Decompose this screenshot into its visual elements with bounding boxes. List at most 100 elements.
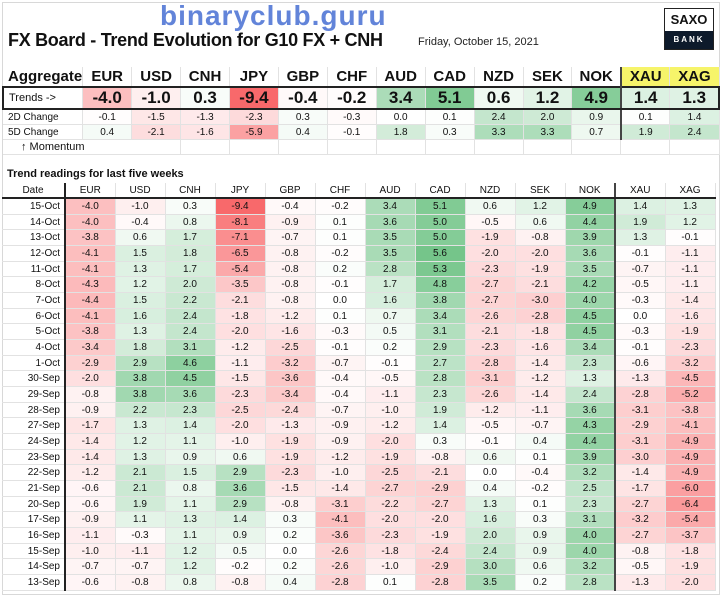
value-cell-sek: -1.9 [515, 261, 566, 278]
value-cell-cad: -2.9 [415, 558, 466, 576]
value-cell-nzd: 0.6 [465, 449, 516, 466]
value-cell-aud: -2.5 [365, 464, 416, 482]
value-cell-jpy: -5.4 [215, 261, 266, 278]
currency-header-cnh: CNH [180, 67, 231, 88]
value-cell-sek: 0.6 [515, 558, 566, 576]
value-cell-chf: -3.6 [315, 527, 366, 544]
row-date: 27-Sep [2, 417, 66, 435]
value-cell-jpy: 1.4 [215, 511, 266, 529]
value-cell-cnh: 2.3 [165, 402, 216, 419]
currency-header-cad: CAD [425, 67, 475, 88]
value-cell-aud: 1.7 [365, 276, 416, 294]
value-cell-aud: 3.5 [365, 245, 416, 262]
value-cell-nzd: 0.6 [474, 86, 524, 110]
history-header-nzd: NZD [465, 183, 516, 199]
value-cell-chf: -2.8 [315, 574, 366, 591]
value-cell-aud: 3.4 [376, 86, 426, 110]
value-cell-cad: -1.9 [415, 527, 466, 544]
history-header-aud: AUD [365, 183, 416, 199]
value-cell-cnh: 1.5 [165, 464, 216, 482]
value-cell-cad: -2.9 [415, 480, 466, 497]
history-header-usd: USD [115, 183, 166, 199]
value-cell-usd: 2.9 [115, 355, 166, 372]
value-cell-nok: 4.2 [565, 276, 616, 294]
row-date: 4-Oct [2, 339, 66, 356]
value-cell-nok: 4.0 [565, 543, 616, 560]
value-cell-eur: -4.0 [65, 214, 116, 231]
history-header-cnh: CNH [165, 183, 216, 199]
value-cell-aud: 0.2 [365, 339, 416, 356]
value-cell-aud: -2.0 [365, 433, 416, 450]
value-cell-usd: 3.8 [115, 386, 166, 403]
history-header-row: Date EUR USD CNH JPY GBP CHF AUD CAD NZD SEK NOK XAU… [2, 183, 716, 199]
value-cell-aud: -1.8 [365, 543, 416, 560]
value-cell-cad: 5.6 [415, 245, 466, 262]
value-cell-jpy: -2.3 [215, 386, 266, 403]
value-cell-nok: 3.2 [565, 464, 616, 482]
history-table: Date EUR USD CNH JPY GBP CHF AUD CAD NZD SEK NOK XAU… [2, 183, 716, 591]
value-cell-usd: 1.3 [115, 449, 166, 466]
value-cell-xag: -5.4 [665, 511, 716, 529]
value-cell-jpy: -1.1 [215, 355, 266, 372]
value-cell-gbp: -1.9 [265, 433, 316, 450]
value-cell-nzd: 2.0 [465, 527, 516, 544]
currency-header-xau: XAU [620, 67, 671, 88]
value-cell-sek: -0.7 [515, 417, 566, 435]
value-cell-aud: 0.5 [365, 323, 416, 341]
currency-header-nzd: NZD [474, 67, 524, 88]
value-cell-sek: -1.4 [515, 355, 566, 372]
value-cell-usd: -1.5 [131, 109, 182, 125]
value-cell-chf: -0.2 [327, 86, 377, 110]
value-cell-sek: -1.6 [515, 339, 566, 356]
value-cell-chf: 0.2 [315, 261, 366, 278]
value-cell-xag: 1.2 [665, 214, 716, 231]
row-date: 16-Sep [2, 527, 66, 544]
value-cell-cnh: 1.3 [165, 511, 216, 529]
value-cell-nzd: -2.0 [465, 245, 516, 262]
value-cell-xau: -0.3 [615, 292, 666, 309]
value-cell-eur: -3.4 [65, 339, 116, 356]
value-cell-nok: 4.5 [565, 323, 616, 341]
table-row: 22-Sep -1.2 2.1 1.5 2.9 -2.3 -1.0 -2.5 -2.1 0.0 -0… [2, 464, 716, 482]
value-cell-aud: 0.1 [365, 574, 416, 591]
value-cell-nok: 4.0 [565, 292, 616, 309]
trends-label: Trends -> [2, 86, 84, 110]
value-cell-cad: 4.8 [415, 276, 466, 294]
value-cell-usd: 0.6 [115, 229, 166, 247]
value-cell-cnh: 1.8 [165, 245, 216, 262]
value-cell-eur: -0.9 [65, 402, 116, 419]
value-cell-cnh: 1.2 [165, 558, 216, 576]
row-date: 24-Sep [2, 433, 66, 450]
value-cell-jpy: -6.5 [215, 245, 266, 262]
value-cell-aud: 0.7 [365, 308, 416, 325]
value-cell-nzd: 2.4 [474, 109, 524, 125]
value-cell-cnh: 1.2 [165, 543, 216, 560]
value-cell-cad: -2.4 [415, 543, 466, 560]
value-cell-nok: 2.3 [565, 355, 616, 372]
value-cell-eur: -4.3 [65, 276, 116, 294]
value-cell-nok: 4.0 [565, 527, 616, 544]
table-row: 30-Sep -2.0 3.8 4.5 -1.5 -3.6 -0.4 -0.5 2.8 -3.1-… [2, 370, 716, 388]
currency-header-xag: XAG [669, 67, 720, 88]
row-date: 14-Oct [2, 214, 66, 231]
value-cell-nzd: 0.6 [465, 198, 516, 215]
value-cell-nok: 4.3 [565, 417, 616, 435]
value-cell-cad: 3.4 [415, 308, 466, 325]
value-cell-cad: 2.7 [415, 355, 466, 372]
table-row: 16-Sep -1.1 -0.3 1.1 0.9 0.2 -3.6 -2.3 -1.9 2.0 0.… [2, 527, 716, 544]
value-cell-xau: -2.9 [615, 417, 666, 435]
value-cell-aud: -1.0 [365, 558, 416, 576]
value-cell-aud: 3.4 [365, 198, 416, 215]
value-cell-xag: -1.1 [665, 276, 716, 294]
value-cell-gbp: -1.5 [265, 480, 316, 497]
value-cell-usd: -0.8 [115, 574, 166, 591]
change-2d-row: 2D Change -0.1 -1.5 -1.3 -2.3 0.3 -0.3 0.0 0.1 2.… [3, 109, 720, 125]
value-cell-nok: 3.6 [565, 245, 616, 262]
value-cell-nok: 4.9 [571, 86, 622, 110]
value-cell-jpy: -1.8 [215, 308, 266, 325]
table-row: 13-Sep -0.6 -0.8 0.8 -0.8 0.4 -2.8 0.1 -2.8 3.5 0.… [2, 574, 716, 591]
value-cell-nzd: 1.3 [465, 496, 516, 513]
value-cell-nok: 3.9 [565, 449, 616, 466]
value-cell-sek: -2.0 [515, 245, 566, 262]
value-cell-xau: -0.5 [615, 276, 666, 294]
